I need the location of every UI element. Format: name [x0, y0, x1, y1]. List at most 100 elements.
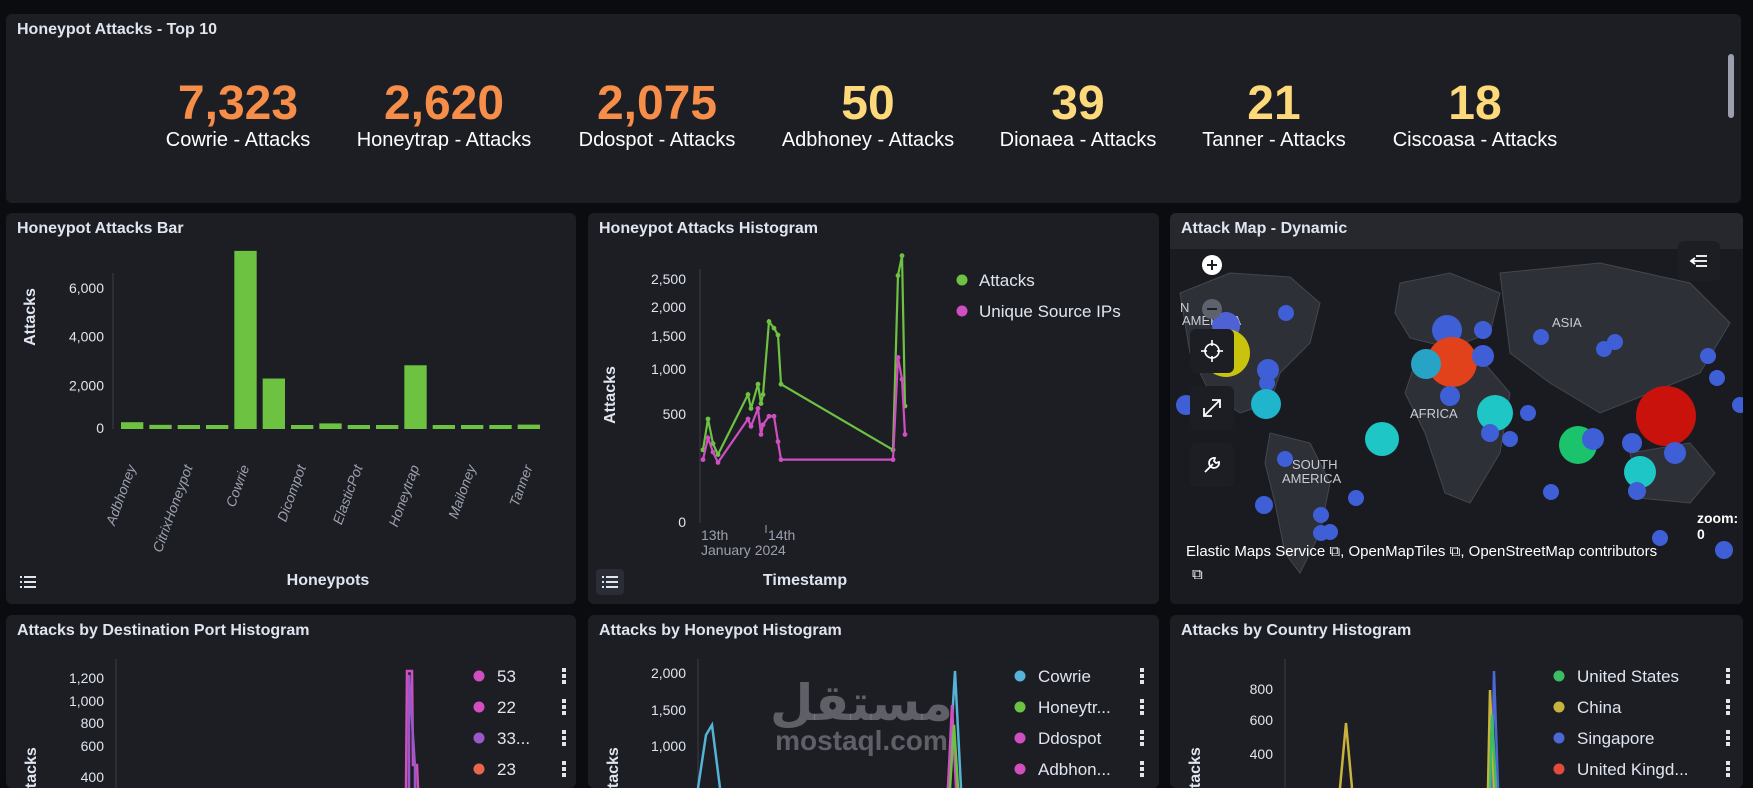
- legend-options-icon[interactable]: [562, 680, 566, 684]
- attack-source-marker[interactable]: [1582, 428, 1604, 450]
- data-point[interactable]: [710, 449, 716, 455]
- data-point[interactable]: [778, 457, 784, 463]
- bar[interactable]: [432, 425, 455, 429]
- legend-options-icon[interactable]: [1140, 730, 1144, 734]
- bar[interactable]: [291, 425, 314, 429]
- data-point[interactable]: [760, 392, 766, 397]
- legend-options-icon[interactable]: [1726, 705, 1730, 709]
- external-link-icon[interactable]: ⧉: [1192, 566, 1203, 583]
- bar[interactable]: [177, 425, 200, 429]
- legend-options-icon[interactable]: [562, 736, 566, 740]
- attack-source-marker[interactable]: [1411, 349, 1441, 379]
- legend-options-icon[interactable]: [1140, 699, 1144, 703]
- series-line[interactable]: [1488, 714, 1498, 788]
- data-point[interactable]: [771, 413, 777, 419]
- legend-options-icon[interactable]: [1140, 680, 1144, 684]
- attack-source-marker[interactable]: [1636, 386, 1696, 446]
- data-point[interactable]: [705, 435, 711, 441]
- data-point[interactable]: [890, 457, 896, 463]
- data-point[interactable]: [902, 432, 908, 437]
- metric-cowrie[interactable]: 7,323 Cowrie - Attacks: [166, 80, 310, 152]
- data-point[interactable]: [899, 376, 905, 382]
- data-point[interactable]: [745, 416, 751, 422]
- series-line-0[interactable]: [701, 255, 907, 458]
- bar[interactable]: [262, 378, 285, 429]
- data-point[interactable]: [775, 439, 781, 445]
- data-point[interactable]: [748, 423, 754, 429]
- tools-button[interactable]: [1190, 443, 1234, 487]
- attack-source-marker[interactable]: [1664, 442, 1686, 464]
- data-point[interactable]: [766, 319, 772, 324]
- attack-source-marker[interactable]: [1520, 405, 1536, 421]
- table-icon[interactable]: [14, 569, 42, 595]
- bar[interactable]: [234, 250, 257, 429]
- data-point[interactable]: [748, 406, 754, 411]
- legend-label[interactable]: China: [1577, 698, 1622, 717]
- bar[interactable]: [206, 425, 229, 429]
- legend-options-icon[interactable]: [1726, 730, 1730, 734]
- legend-options-icon[interactable]: [1726, 674, 1730, 678]
- legend-options-icon[interactable]: [562, 705, 566, 709]
- data-point[interactable]: [760, 422, 766, 428]
- bar[interactable]: [376, 425, 399, 429]
- metric-honeytrap[interactable]: 2,620 Honeytrap - Attacks: [357, 80, 532, 152]
- legend-options-icon[interactable]: [562, 761, 566, 765]
- bar[interactable]: [404, 365, 427, 429]
- data-point[interactable]: [895, 273, 901, 278]
- attack-source-marker[interactable]: [1652, 530, 1668, 546]
- legend-options-icon[interactable]: [1140, 674, 1144, 678]
- data-point[interactable]: [778, 381, 784, 387]
- attack-source-marker[interactable]: [1348, 490, 1364, 506]
- legend-options-icon[interactable]: [1726, 773, 1730, 777]
- attack-source-marker[interactable]: [1278, 305, 1294, 321]
- metric-dionaea[interactable]: 39 Dionaea - Attacks: [1000, 80, 1157, 152]
- attribution-osm-link[interactable]: , OpenStreetMap contributors: [1460, 543, 1658, 560]
- metric-ciscoasa[interactable]: 18 Ciscoasa - Attacks: [1393, 80, 1558, 152]
- attack-source-marker[interactable]: [1277, 451, 1293, 467]
- legend-options-icon[interactable]: [562, 711, 566, 715]
- attack-source-marker[interactable]: [1322, 524, 1338, 540]
- fullscreen-button[interactable]: [1190, 386, 1234, 430]
- zoom-out-button[interactable]: [1190, 287, 1234, 331]
- bar[interactable]: [461, 425, 484, 429]
- data-point[interactable]: [705, 416, 711, 422]
- legend-options-icon[interactable]: [1726, 711, 1730, 715]
- legend-options-icon[interactable]: [1140, 761, 1144, 765]
- legend-label[interactable]: Honeytr...: [1038, 698, 1111, 717]
- legend-label[interactable]: United Kingd...: [1577, 760, 1689, 779]
- legend-options-icon[interactable]: [562, 674, 566, 678]
- fit-bounds-button[interactable]: [1190, 329, 1234, 373]
- attribution-ems-link[interactable]: Elastic Maps Service: [1186, 543, 1326, 560]
- legend-options-icon[interactable]: [1726, 680, 1730, 684]
- legend-options-icon[interactable]: [1140, 767, 1144, 771]
- legend-options-icon[interactable]: [1140, 773, 1144, 777]
- series-line[interactable]: [696, 721, 722, 788]
- legend-options-icon[interactable]: [1726, 668, 1730, 672]
- legend-options-icon[interactable]: [562, 668, 566, 672]
- table-icon[interactable]: [596, 569, 624, 595]
- legend-toggle-button[interactable]: [1678, 241, 1720, 281]
- legend-options-icon[interactable]: [562, 742, 566, 746]
- attribution-openmaptiles-link[interactable]: , OpenMapTiles: [1340, 543, 1446, 560]
- bar[interactable]: [121, 422, 144, 429]
- legend-options-icon[interactable]: [562, 730, 566, 734]
- attack-source-marker[interactable]: [1709, 370, 1725, 386]
- data-point[interactable]: [775, 332, 781, 338]
- data-point[interactable]: [745, 392, 751, 397]
- attack-source-marker[interactable]: [1255, 496, 1273, 514]
- attack-source-marker[interactable]: [1251, 389, 1281, 419]
- legend-label[interactable]: Singapore: [1577, 729, 1655, 748]
- attack-source-marker[interactable]: [1732, 397, 1743, 413]
- data-point[interactable]: [715, 460, 721, 465]
- legend-label[interactable]: Cowrie: [1038, 667, 1091, 686]
- attack-source-marker[interactable]: [1365, 422, 1399, 456]
- data-point[interactable]: [758, 401, 764, 407]
- metric-adbhoney[interactable]: 50 Adbhoney - Attacks: [782, 80, 954, 152]
- legend-options-icon[interactable]: [1726, 767, 1730, 771]
- bar[interactable]: [489, 425, 512, 429]
- series-line[interactable]: [407, 674, 417, 788]
- legend-label[interactable]: Attacks: [979, 271, 1035, 290]
- bar[interactable]: [347, 425, 370, 429]
- legend-options-icon[interactable]: [1140, 711, 1144, 715]
- data-point[interactable]: [700, 457, 706, 463]
